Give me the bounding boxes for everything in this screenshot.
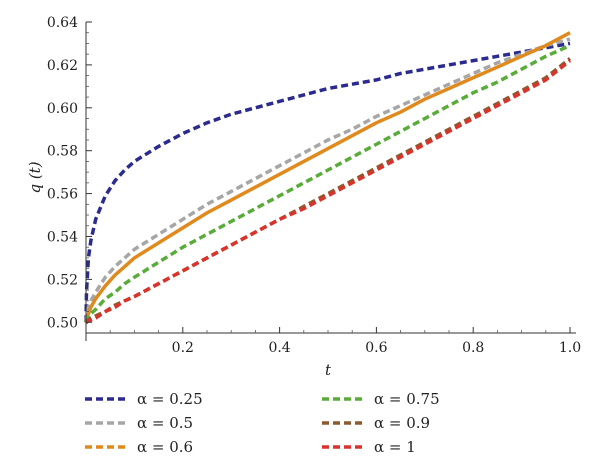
y-tick-label: 0.50 [47, 315, 78, 331]
legend-item: α = 0.25 [85, 390, 203, 408]
series-line-2 [84, 31, 571, 323]
legend-label: α = 1 [374, 438, 416, 456]
x-tick-label: 0.6 [365, 340, 387, 356]
axes: 0.50 0.52 0.54 0.56 0.58 0.60 0.62 0.64 0.2 0.4 0.… [47, 15, 581, 356]
y-axis-label: q (t) [26, 161, 44, 193]
series-line-1 [84, 37, 571, 323]
legend-item: α = 0.9 [322, 414, 430, 432]
x-tick-label: 0.8 [462, 340, 484, 356]
y-tick-label: 0.60 [47, 101, 78, 117]
legend-item: α = 0.6 [85, 438, 193, 456]
y-axis-title: q (t) [26, 161, 44, 193]
legend-label: α = 0.75 [374, 390, 440, 408]
legend-label: α = 0.9 [374, 414, 430, 432]
x-axis-label: t [325, 361, 332, 379]
y-tick-label: 0.64 [47, 15, 78, 31]
legend-item: α = 0.5 [85, 414, 193, 432]
y-tick-label: 0.58 [47, 144, 78, 160]
legend-label: α = 0.5 [137, 414, 193, 432]
series-line-3 [84, 43, 571, 323]
legend-item: α = 1 [322, 438, 416, 456]
y-tick-label: 0.56 [47, 187, 78, 203]
legend-label: α = 0.25 [137, 390, 203, 408]
y-tick-label: 0.52 [47, 272, 78, 288]
y-tick-label: 0.62 [47, 58, 78, 74]
x-tick-label: 0.2 [172, 340, 194, 356]
series-line-5 [84, 59, 572, 325]
plot-area [84, 31, 572, 325]
legend: α = 0.25 α = 0.5 α = 0.6 α = 0.75 α = 0.9 α =… [85, 390, 440, 456]
x-axis-title: t [325, 361, 332, 379]
series-line-0 [84, 41, 571, 323]
legend-item: α = 0.75 [322, 390, 440, 408]
x-tick-label: 1.0 [559, 340, 581, 356]
y-tick-label: 0.54 [47, 229, 78, 245]
x-tick-label: 0.4 [268, 340, 290, 356]
legend-label: α = 0.6 [137, 438, 193, 456]
